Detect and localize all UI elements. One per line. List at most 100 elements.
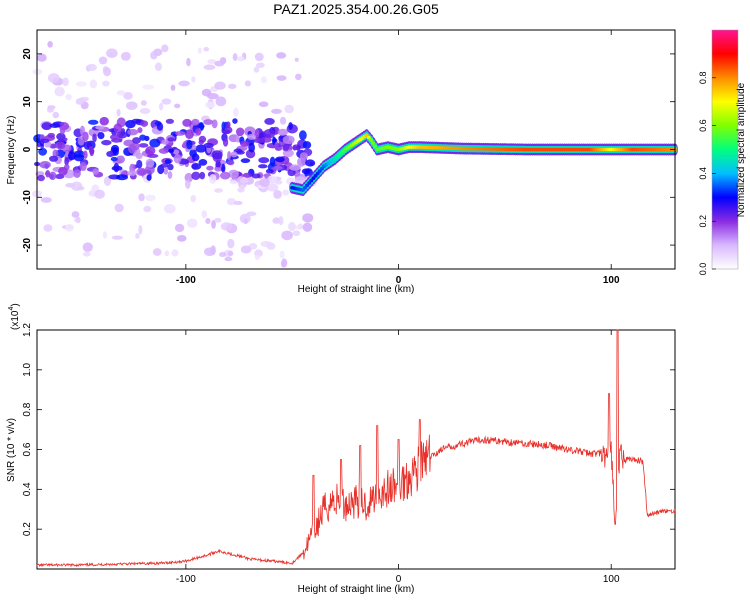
heatmap-cell: [174, 103, 181, 109]
spectrogram-x-axis-label: Height of straight line (km): [298, 284, 415, 295]
heatmap-cell: [102, 80, 110, 87]
heatmap-cell: [198, 135, 207, 143]
heatmap-cell: [65, 93, 72, 101]
snr-x-tick-label: 0: [396, 574, 402, 585]
heatmap-cell: [145, 194, 156, 202]
heatmap-cell: [278, 216, 284, 226]
heatmap-cell: [233, 200, 243, 206]
heatmap-cell: [167, 171, 173, 179]
heatmap-cell: [211, 150, 223, 160]
heatmap-cell: [221, 121, 226, 131]
heatmap-cell: [160, 163, 169, 168]
heatmap-cell: [36, 53, 47, 62]
heatmap-cell: [98, 56, 108, 65]
heatmap-cell: [173, 149, 180, 155]
spectrogram-x-ticks: -100 0 100: [176, 30, 620, 286]
heatmap-cell: [207, 59, 217, 64]
heatmap-cell: [282, 135, 295, 145]
heatmap-cell: [242, 172, 253, 178]
heatmap-cell: [49, 171, 57, 181]
heatmap-cell: [287, 168, 296, 177]
heatmap-cell: [140, 100, 147, 106]
heatmap-cell: [269, 178, 275, 184]
heatmap-cell: [177, 234, 187, 242]
heatmap-ridge-core: [315, 171, 320, 176]
heatmap-cell: [102, 231, 108, 239]
heatmap-cell: [240, 140, 250, 147]
heatmap-cell: [214, 188, 223, 193]
heatmap-cell: [167, 163, 174, 171]
heatmap-cell: [214, 60, 225, 67]
spectrogram-x-tick-label: 100: [603, 275, 620, 286]
heatmap-cell: [73, 154, 85, 162]
heatmap-cell: [79, 96, 89, 102]
heatmap-ridge-core: [309, 178, 314, 183]
heatmap-cell: [70, 181, 83, 191]
heatmap-cell: [243, 218, 248, 225]
heatmap-cell: [52, 111, 60, 119]
heatmap-cell: [204, 247, 216, 256]
heatmap-cell: [253, 66, 260, 73]
heatmap-cell: [235, 134, 241, 143]
heatmap-cell: [254, 128, 260, 138]
heatmap-cell: [281, 258, 288, 268]
heatmap-cell: [302, 213, 314, 223]
heatmap-cell: [191, 171, 201, 181]
heatmap-cell: [263, 128, 276, 139]
heatmap-cell: [158, 148, 170, 154]
heatmap-cell: [106, 48, 118, 59]
heatmap-cell: [175, 130, 186, 136]
heatmap-cell: [233, 107, 239, 118]
heatmap-cell: [173, 153, 182, 164]
snr-y-ticks: 0.2 0.4 0.6 0.8 1.0 1.2: [22, 323, 675, 536]
snr-x-tick-label: -100: [176, 574, 196, 585]
heatmap-cell: [47, 132, 55, 138]
heatmap-cell: [182, 118, 192, 127]
heatmap-cell: [145, 158, 155, 168]
heatmap-cell: [276, 75, 287, 81]
heatmap-cell: [158, 102, 164, 111]
snr-multiplier-base: (x10: [10, 310, 21, 330]
heatmap-cell: [137, 127, 143, 134]
heatmap-cell: [198, 159, 208, 166]
heatmap-cell: [281, 230, 293, 241]
heatmap-cell: [255, 62, 265, 69]
heatmap-cell: [305, 159, 316, 167]
heatmap-cell: [163, 204, 176, 214]
snr-y-tick-label: 1.0: [22, 362, 33, 376]
heatmap-cell: [156, 122, 164, 131]
heatmap-cell: [279, 116, 287, 125]
heatmap-cell: [224, 256, 233, 262]
heatmap-cell: [49, 123, 61, 128]
heatmap-cell: [71, 211, 80, 218]
heatmap-cell: [132, 137, 141, 144]
heatmap-cell: [113, 123, 123, 134]
spectrogram-heatmap: [32, 40, 678, 268]
chart-title: PAZ1.2025.354.00.26.G05: [273, 1, 439, 17]
heatmap-cell: [301, 168, 311, 175]
spectrogram-y-tick-label: -10: [22, 190, 33, 205]
heatmap-cell: [120, 51, 131, 61]
heatmap-cell: [92, 133, 97, 143]
heatmap-cell: [174, 223, 185, 233]
heatmap-cell: [59, 126, 66, 135]
heatmap-cell: [152, 248, 162, 256]
heatmap-cell: [138, 225, 143, 235]
spectrogram-x-tick-label: -100: [176, 275, 196, 286]
heatmap-cell: [114, 203, 124, 213]
heatmap-cell: [95, 125, 105, 130]
heatmap-cell: [116, 108, 121, 117]
colorbar-tick-label: 0.0: [698, 263, 708, 276]
heatmap-cell: [203, 47, 210, 52]
heatmap-cell: [83, 150, 88, 159]
colorbar-gradient: [711, 29, 739, 270]
snr-panel: -100 0 100 0.2 0.4 0.6 0.8 1.0 1.2 Height of st…: [6, 303, 676, 595]
spectrogram-y-tick-label: 0: [22, 146, 33, 152]
heatmap-cell: [46, 106, 55, 113]
heatmap-cell: [54, 86, 65, 97]
heatmap-cell: [138, 143, 149, 148]
heatmap-cell: [302, 222, 313, 232]
heatmap-cell: [221, 163, 226, 173]
heatmap-cell: [58, 166, 68, 176]
heatmap-cell: [292, 144, 297, 151]
